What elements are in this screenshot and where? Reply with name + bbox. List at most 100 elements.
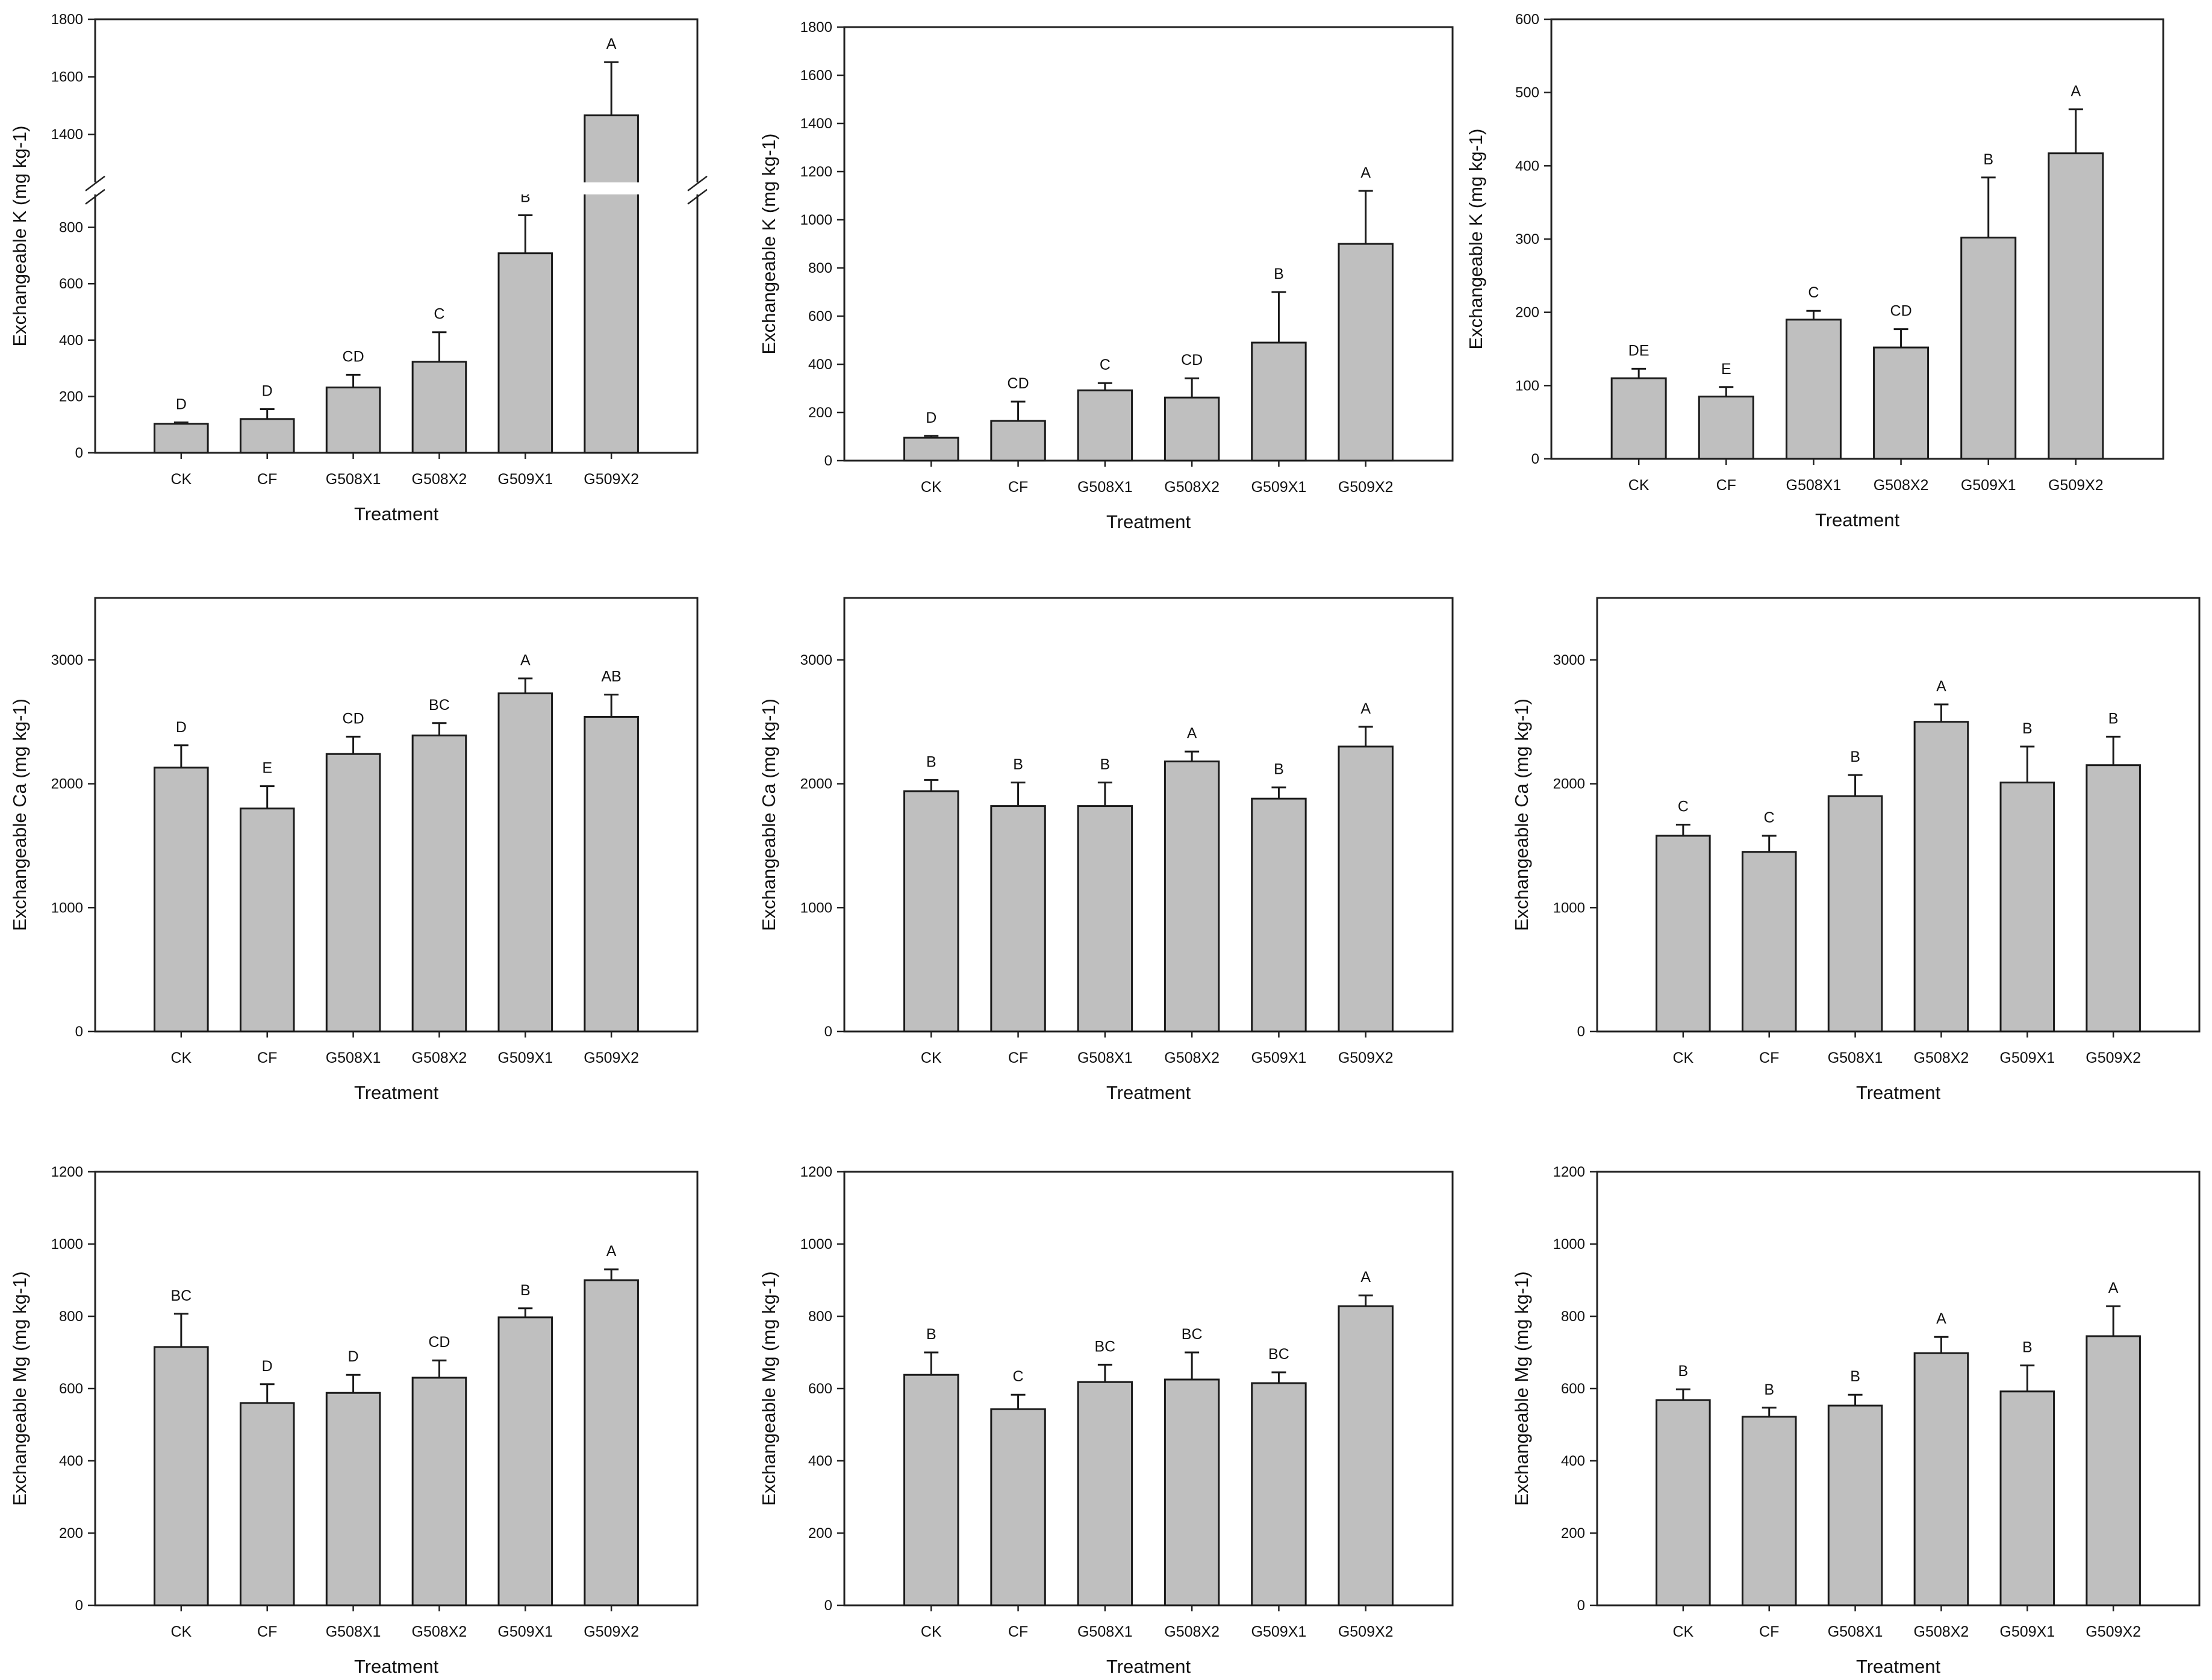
- x-tick-label: CF: [1008, 479, 1028, 496]
- significance-letter: CD: [343, 348, 364, 365]
- plot-frame: [843, 597, 1454, 1033]
- bar-g509x2: [584, 1279, 639, 1607]
- significance-letter: B: [2108, 710, 2119, 727]
- bar-g509x2: [584, 715, 639, 1033]
- x-tick-label: G509X1: [497, 1623, 553, 1640]
- significance-letter: B: [1678, 1363, 1689, 1380]
- y-tick-label: 2000: [1553, 776, 1585, 792]
- plot-frame: [843, 26, 1454, 462]
- bar-ck: [903, 437, 959, 462]
- significance-letter: E: [262, 760, 272, 777]
- x-tick-label: G509X2: [2048, 477, 2104, 494]
- bar-cf: [990, 805, 1046, 1033]
- significance-letter: B: [1850, 1368, 1860, 1385]
- bar-g509x1: [1960, 237, 2017, 460]
- significance-letter: BC: [1182, 1326, 1203, 1343]
- y-tick-label: 1000: [1553, 900, 1585, 916]
- y-axis-title: Exchangeable Ca (mg kg-1): [1511, 698, 1532, 931]
- x-tick-label: G509X2: [584, 1623, 639, 1640]
- y-tick-label: 1000: [800, 1236, 832, 1252]
- bar-g508x1: [325, 386, 381, 454]
- x-tick-label: G509X2: [2086, 1050, 2141, 1066]
- y-tick-label: 400: [1515, 158, 1539, 174]
- significance-letter: CD: [1008, 375, 1029, 392]
- y-tick-label: 0: [1531, 451, 1539, 467]
- x-tick-label: CF: [257, 471, 277, 488]
- bar-g508x2: [411, 1377, 467, 1607]
- y-tick-label: 1200: [51, 1164, 83, 1180]
- chart-panel-8: 0 200 400 600 800 1000 1200 B CK C CF BC G508X1 BC G50…: [758, 1164, 1454, 1677]
- y-tick-label: 400: [59, 332, 83, 349]
- y-tick-label: 600: [1515, 11, 1539, 28]
- y-tick-label: 2000: [51, 776, 83, 792]
- x-tick-label: G508X2: [1164, 1050, 1220, 1066]
- x-tick-label: G508X2: [1164, 1623, 1220, 1640]
- x-tick-label: G509X1: [1251, 1050, 1307, 1066]
- bar-ck: [154, 767, 209, 1033]
- y-tick-label: 600: [59, 276, 83, 292]
- significance-letter: CD: [343, 710, 364, 727]
- x-tick-label: G508X2: [412, 1623, 467, 1640]
- x-axis-title: Treatment: [1106, 1656, 1191, 1677]
- chart-panel-7: 0 200 400 600 800 1000 1200 BC CK D CF D G508X1 CD G50…: [9, 1164, 699, 1677]
- y-axis-title: Exchangeable Mg (mg kg-1): [9, 1271, 30, 1505]
- y-tick-label: 500: [1515, 85, 1539, 101]
- x-tick-label: G509X1: [1961, 477, 2016, 494]
- significance-letter: A: [2108, 1280, 2119, 1296]
- y-tick-label: 1000: [800, 900, 832, 916]
- x-tick-label: CF: [1759, 1050, 1779, 1066]
- significance-letter: B: [1274, 761, 1284, 778]
- y-tick-label: 1800: [800, 19, 832, 36]
- break-slash-right: [687, 188, 708, 205]
- y-tick-label: 800: [808, 260, 832, 276]
- break-slash-right: [687, 175, 708, 191]
- chart-panel-1: 0 200 400 600 800 1400 1600 1800 D CK D CF CD G508X1 C…: [9, 11, 708, 524]
- y-tick-label: 1600: [800, 67, 832, 84]
- significance-letter: BC: [1094, 1338, 1115, 1355]
- x-tick-label: G508X2: [412, 1050, 467, 1066]
- x-tick-label: G508X2: [1914, 1623, 1969, 1640]
- significance-letter: B: [1100, 756, 1111, 773]
- bar-g508x1: [1827, 1404, 1883, 1607]
- x-axis-title: Treatment: [1856, 1656, 1941, 1677]
- y-tick-label: 600: [808, 1381, 832, 1397]
- plot-frame: [94, 18, 699, 454]
- significance-letter: AB: [601, 668, 621, 685]
- significance-letter: C: [1808, 284, 1819, 301]
- x-tick-label: CK: [170, 1623, 192, 1640]
- chart-panel-5: 0 1000 2000 3000 B CK B CF B G508X1 A G508X2 B G509X1…: [758, 597, 1454, 1103]
- x-tick-label: G508X1: [1077, 1050, 1133, 1066]
- y-tick-label: 1200: [800, 1164, 832, 1180]
- x-tick-label: G508X1: [1077, 479, 1133, 496]
- y-tick-label: 1400: [51, 126, 83, 143]
- y-tick-label: 0: [75, 1598, 83, 1614]
- significance-letter: A: [2071, 83, 2081, 100]
- y-tick-label: 200: [1561, 1525, 1585, 1542]
- y-tick-label: 600: [1561, 1381, 1585, 1397]
- significance-letter: CD: [428, 1334, 450, 1351]
- bar-g509x1: [497, 1316, 553, 1607]
- y-tick-label: 400: [59, 1453, 83, 1469]
- significance-letter: DE: [1628, 342, 1650, 359]
- significance-letter: B: [926, 1326, 936, 1343]
- significance-letter: CD: [1181, 352, 1203, 369]
- significance-letter: D: [926, 409, 936, 426]
- bar-g509x1: [1999, 782, 2055, 1033]
- plot-frame: [1596, 597, 2201, 1033]
- significance-letter: A: [1936, 678, 1946, 695]
- x-tick-label: CK: [921, 1623, 942, 1640]
- chart-panel-3: 0 100 200 300 400 500 600 DE CK E CF C G508X1 CD G508X…: [1465, 11, 2164, 530]
- y-tick-label: 0: [824, 453, 832, 469]
- y-tick-label: 100: [1515, 378, 1539, 394]
- bar-g509x2: [1338, 243, 1394, 462]
- bar-g509x1: [1251, 1382, 1307, 1607]
- x-tick-label: G508X1: [1828, 1050, 1883, 1066]
- y-tick-label: 0: [824, 1024, 832, 1040]
- significance-letter: A: [1936, 1310, 1946, 1327]
- bar-g508x1: [1785, 319, 1842, 460]
- bar-g509x2: [584, 114, 639, 454]
- x-tick-label: G508X2: [1164, 479, 1220, 496]
- y-tick-label: 1200: [800, 164, 832, 180]
- significance-letter: BC: [429, 697, 450, 714]
- significance-letter: B: [2022, 720, 2033, 737]
